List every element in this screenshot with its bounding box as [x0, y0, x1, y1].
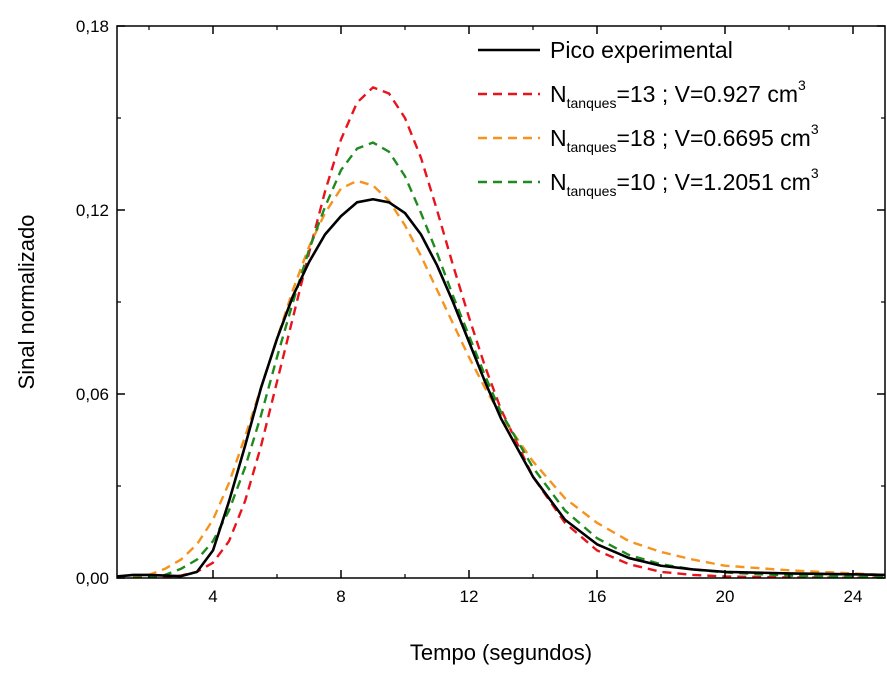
x-tick-label: 16 [588, 587, 607, 606]
y-tick-label: 0,00 [76, 569, 109, 588]
legend-entry-3: Ntanques=10 ; V=1.2051 cm3 [550, 165, 819, 199]
x-tick-label: 12 [460, 587, 479, 606]
x-tick-label: 4 [208, 587, 217, 606]
y-tick-label: 0,06 [76, 385, 109, 404]
axis-tick-labels: 4 8 12 16 20 24 0,00 0,06 0,12 0,18 [76, 17, 863, 606]
legend: Pico experimental Ntanques=13 ; V=0.927 c… [478, 37, 819, 199]
series-line-1 [133, 86, 885, 578]
y-tick-label: 0,12 [76, 201, 109, 220]
legend-entry-2: Ntanques=18 ; V=0.6695 cm3 [550, 121, 819, 155]
plot-lines [117, 86, 885, 578]
legend-entry-0: Pico experimental [550, 37, 733, 63]
y-tick-label: 0,18 [76, 17, 109, 36]
y-axis-label: Sinal normalizado [14, 215, 39, 390]
x-axis-label: Tempo (segundos) [410, 640, 592, 665]
legend-entry-1: Ntanques=13 ; V=0.927 cm3 [550, 77, 806, 111]
axis-ticks [117, 25, 885, 579]
series-line-0 [117, 197, 885, 578]
x-tick-label: 8 [336, 587, 345, 606]
series-line-2 [132, 179, 885, 578]
x-tick-label: 20 [716, 587, 735, 606]
x-tick-label: 24 [844, 587, 863, 606]
